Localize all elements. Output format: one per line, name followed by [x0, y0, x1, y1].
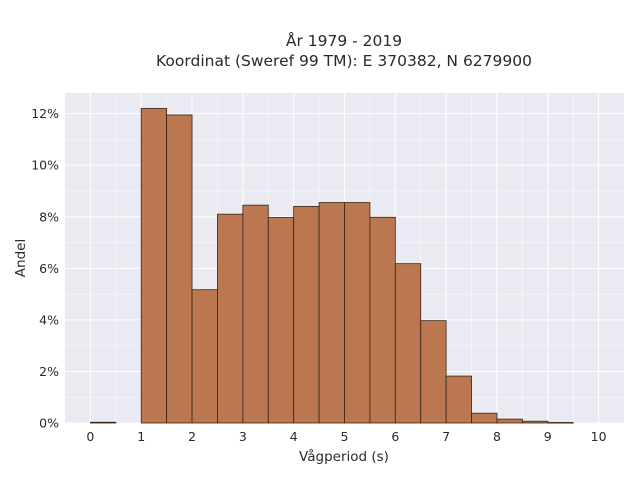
histogram-bar — [369, 216, 396, 424]
y-tick-label: 4% — [39, 312, 59, 327]
y-tick-label: 0% — [39, 416, 59, 431]
histogram-bar — [318, 202, 345, 424]
histogram-bar — [420, 320, 447, 424]
x-tick-label: 9 — [544, 429, 552, 444]
x-tick-label: 7 — [442, 429, 450, 444]
x-tick-label: 0 — [86, 429, 94, 444]
bars — [90, 108, 574, 424]
y-axis-label: Andel — [13, 239, 29, 277]
histogram-bar — [267, 217, 295, 424]
histogram-bar — [445, 375, 472, 424]
y-tick-label: 2% — [39, 364, 59, 379]
x-tick-label: 4 — [290, 429, 298, 444]
x-tick-label: 5 — [341, 429, 349, 444]
y-tick-label: 12% — [31, 106, 59, 121]
histogram-bar — [471, 412, 498, 424]
y-tick-label: 8% — [39, 209, 59, 224]
y-tick-label: 10% — [31, 158, 59, 173]
histogram-bar — [140, 108, 168, 424]
x-tick-label: 1 — [137, 429, 145, 444]
x-tick-label: 2 — [188, 429, 196, 444]
y-tick-label: 6% — [39, 261, 59, 276]
x-tick-label: 6 — [391, 429, 399, 444]
histogram-bar — [394, 263, 422, 424]
histogram-bar — [217, 213, 244, 424]
histogram-bar — [521, 420, 549, 424]
histogram-bar — [547, 422, 574, 424]
histogram-bar — [496, 418, 523, 424]
x-tick-label: 10 — [591, 429, 607, 444]
histogram-bar — [344, 202, 371, 424]
x-tick-labels: 0 1 2 3 4 5 6 7 8 9 10 — [86, 429, 606, 444]
histogram-bar — [90, 421, 117, 424]
histogram-bar — [166, 114, 193, 424]
chart-title-line-2: Koordinat (Sweref 99 TM): E 370382, N 62… — [156, 52, 532, 70]
x-axis-label: Vågperiod (s) — [299, 448, 389, 465]
histogram-bar — [293, 206, 320, 424]
x-tick-label: 3 — [239, 429, 247, 444]
histogram-bar — [242, 204, 269, 424]
chart-title-line-1: År 1979 - 2019 — [286, 31, 402, 50]
histogram-bar — [191, 289, 218, 424]
x-tick-label: 8 — [493, 429, 501, 444]
y-tick-labels: 0% 2% 4% 6% 8% 10% 12% — [31, 106, 59, 430]
